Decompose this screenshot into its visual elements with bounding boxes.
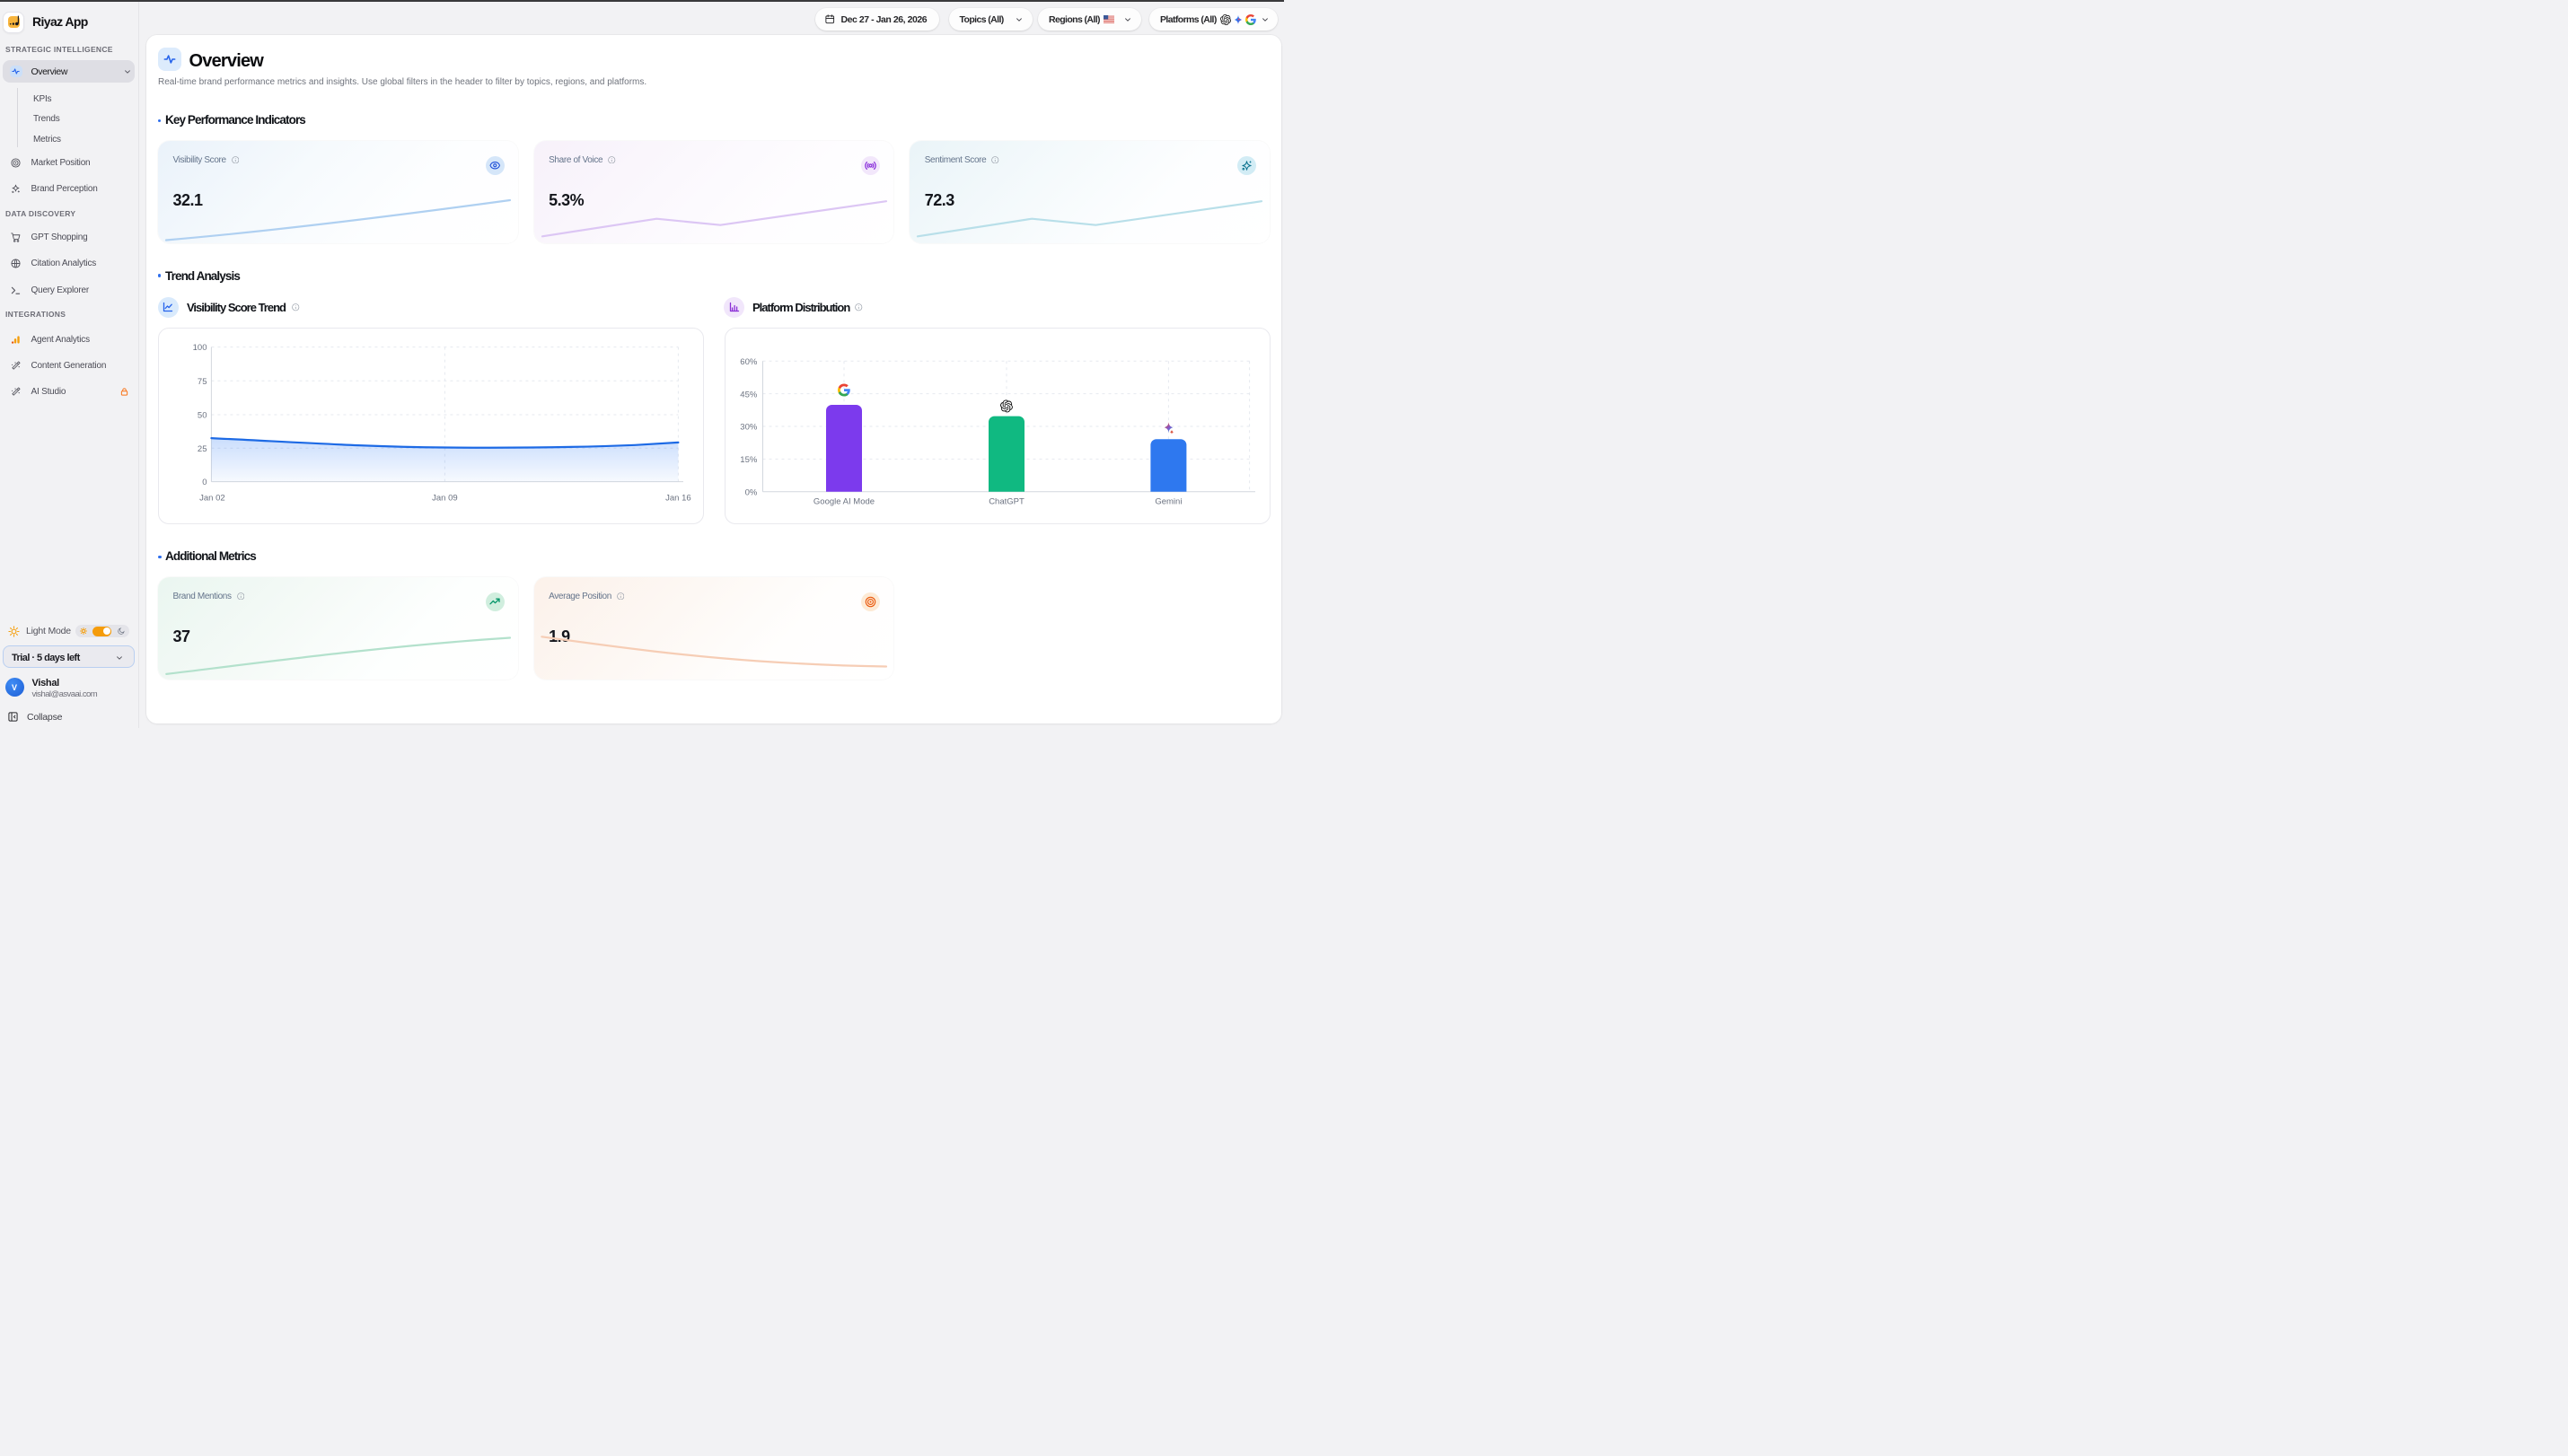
svg-text:Google AI Mode: Google AI Mode (813, 496, 875, 506)
svg-text:45%: 45% (740, 390, 758, 399)
svg-text:30%: 30% (740, 423, 758, 433)
svg-text:Jan 09: Jan 09 (432, 494, 458, 504)
svg-text:Jan 16: Jan 16 (665, 494, 691, 504)
svg-text:25: 25 (198, 444, 207, 454)
svg-text:15%: 15% (740, 455, 758, 465)
svg-text:50: 50 (198, 411, 207, 421)
svg-text:100: 100 (193, 343, 207, 353)
svg-text:75: 75 (198, 377, 207, 387)
svg-text:0: 0 (202, 478, 207, 487)
svg-text:Jan 02: Jan 02 (199, 494, 225, 504)
svg-text:60%: 60% (740, 357, 758, 367)
svg-text:0%: 0% (745, 487, 758, 497)
svg-text:ChatGPT: ChatGPT (989, 496, 1025, 506)
svg-text:Gemini: Gemini (1155, 496, 1182, 506)
